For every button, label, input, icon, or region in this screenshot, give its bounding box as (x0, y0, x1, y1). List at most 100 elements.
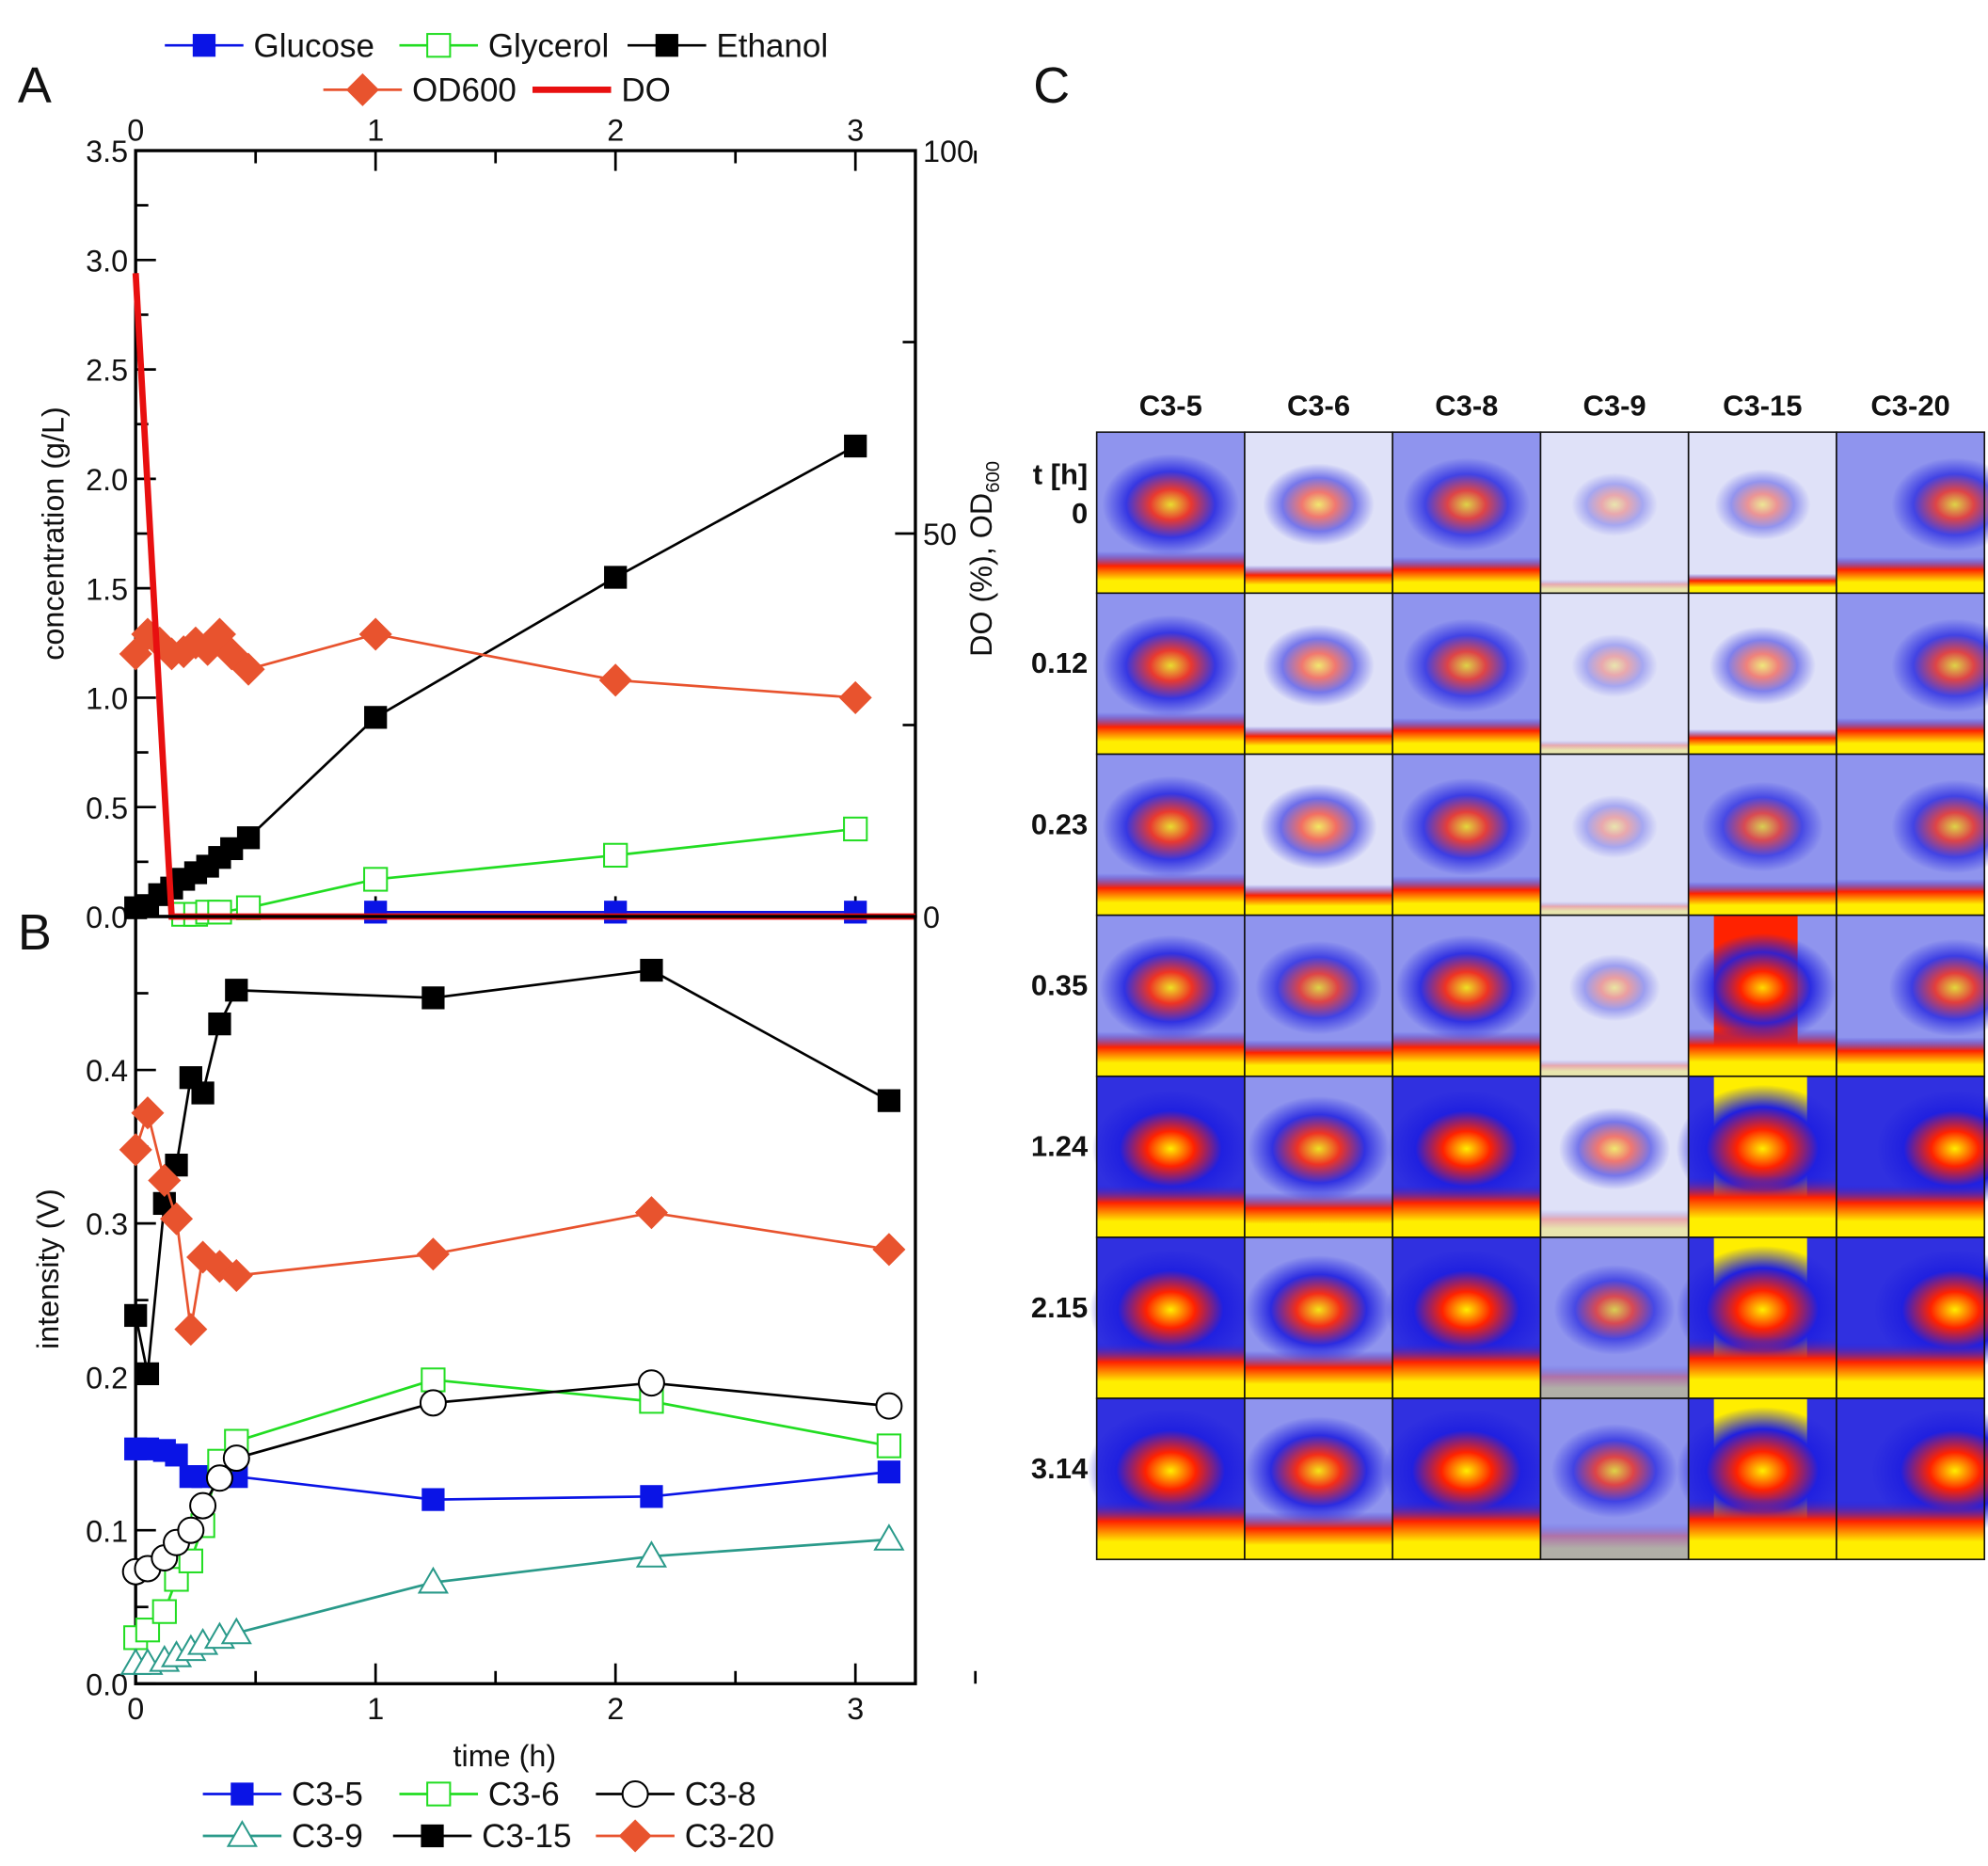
heatmap-bottom-band (1540, 579, 1689, 594)
heatmap-blob (1245, 1254, 1392, 1364)
heatmap-row-label: 0 (1072, 497, 1088, 530)
heatmap-bottom-band (1688, 1175, 1837, 1237)
heatmap-cell (1244, 1397, 1393, 1561)
heatmap-blob (1714, 469, 1811, 540)
data-point-ethanol (604, 566, 628, 589)
x-tick-label: 0 (127, 113, 144, 147)
heatmap-bottom-band (1540, 1523, 1689, 1560)
data-point-c3-20 (174, 1313, 208, 1347)
data-point-c3-15 (421, 986, 445, 1010)
heatmap-bottom-band (1836, 1037, 1985, 1077)
y-tick-label: 2.0 (86, 463, 128, 497)
heatmap-bottom-band (1244, 726, 1393, 755)
heatmap-cell (1089, 1236, 1252, 1399)
heatmap-bottom-band (1244, 1040, 1393, 1077)
heatmap-row-label: 0.23 (1031, 807, 1088, 840)
heatmap-bottom-band (1688, 1029, 1837, 1077)
data-point-c3-8 (205, 1464, 233, 1492)
heatmap-cell (1244, 1075, 1393, 1238)
data-point-glucose (844, 901, 867, 924)
y2-tick-label: 50 (923, 518, 957, 551)
y2-tick-label: 0 (923, 901, 940, 934)
y-axis-label: concentration (g/L) (36, 407, 70, 661)
data-point-c3-8 (222, 1444, 250, 1473)
heatmap-blob (1571, 633, 1658, 698)
data-point-c3-20 (148, 1163, 182, 1197)
x-axis-label: time (h) (453, 1739, 557, 1773)
heatmap-bottom-band (1836, 1500, 1985, 1560)
y-tick-label: 2.5 (86, 354, 128, 388)
heatmap-row-label: 1.24 (1031, 1130, 1089, 1163)
heatmap-cell (1687, 914, 1837, 1077)
heatmap-cell (1836, 1397, 1988, 1561)
heatmap-cell (1836, 1075, 1988, 1238)
y2-axis-label-main: DO (%), OD (964, 493, 998, 657)
heatmap-cell (1392, 914, 1542, 1077)
heatmap-bottom-band (1392, 876, 1541, 916)
heatmap-cell-border (1836, 1397, 1986, 1561)
data-point-glucose (604, 901, 628, 924)
heatmap-column-header: C3-20 (1870, 390, 1949, 423)
heatmap-blob (1551, 1424, 1678, 1518)
heatmap-bottom-band (1096, 1500, 1245, 1560)
data-point-c3-9 (220, 1617, 252, 1645)
heatmap-blob (1400, 777, 1533, 876)
heatmap-bottom-band (1392, 1184, 1541, 1237)
data-point-c3-20 (634, 1196, 668, 1230)
heatmap-bottom-band (1392, 556, 1541, 594)
heatmap-cell (1836, 592, 1988, 756)
data-point-c3-5 (165, 1443, 188, 1467)
heatmap-row-label: 0.12 (1031, 646, 1088, 679)
data-point-glycerol (603, 842, 628, 869)
heatmap-cell (1836, 753, 1988, 917)
heatmap-blob (1701, 781, 1824, 872)
y2-axis-label: DO (%), OD600 (964, 461, 1004, 657)
heatmap-bottom-band (1540, 1364, 1689, 1399)
heatmap-bottom-band (1688, 1497, 1837, 1560)
legend-marker (426, 33, 452, 58)
panel-label-c: C (1033, 57, 1070, 114)
heatmap-column-header: C3-9 (1582, 390, 1646, 423)
heatmap-bottom-band (1244, 1192, 1393, 1237)
heatmap-row-label: 0.35 (1031, 969, 1088, 1002)
legend-marker (231, 1782, 254, 1806)
data-point-c3-8 (637, 1369, 665, 1397)
heatmap-bottom-band (1540, 901, 1689, 916)
data-point-c3-8 (189, 1491, 217, 1520)
heatmap-cell (1836, 431, 1988, 595)
legend-label: C3-20 (685, 1818, 774, 1855)
data-point-ethanol (364, 706, 388, 729)
heatmap-blob (1260, 783, 1377, 870)
legend-marker (426, 1781, 452, 1807)
heatmap-bottom-band (1836, 717, 1985, 755)
y-tick-label: 1.0 (86, 682, 128, 716)
heatmap-blob (1689, 933, 1837, 1043)
heatmap-bottom-band (1836, 556, 1985, 594)
heatmap-blob (1709, 626, 1816, 706)
data-point-c3-6 (135, 1618, 161, 1643)
heatmap-row-label: 2.15 (1031, 1291, 1088, 1324)
heatmap-cell (1095, 753, 1246, 917)
heatmap-blob (1245, 1416, 1392, 1526)
heatmap-blob (1102, 614, 1240, 717)
heatmap-blob (1395, 934, 1538, 1041)
data-point-c3-20 (219, 1259, 253, 1293)
heatmap-bottom-band (1688, 882, 1837, 916)
data-point-c3-15 (877, 1089, 901, 1112)
heatmap-blob (1263, 624, 1375, 708)
plot-frame-b (134, 915, 917, 1685)
data-point-od600 (598, 663, 632, 697)
heatmap-cell (1091, 1075, 1249, 1238)
heatmap-blob (1388, 1090, 1546, 1207)
data-point-c3-5 (877, 1460, 901, 1484)
heatmap-bottom-band (1392, 717, 1541, 755)
data-point-c3-5 (640, 1485, 663, 1508)
y-tick-label: 0.2 (86, 1361, 128, 1395)
heatmap-cell (1539, 1236, 1690, 1399)
heatmap-column-header: C3-15 (1723, 390, 1802, 423)
series-line-c3-15 (134, 968, 890, 1375)
heatmap-bottom-band (1392, 1500, 1541, 1560)
series-line-c3-20 (134, 1108, 890, 1330)
